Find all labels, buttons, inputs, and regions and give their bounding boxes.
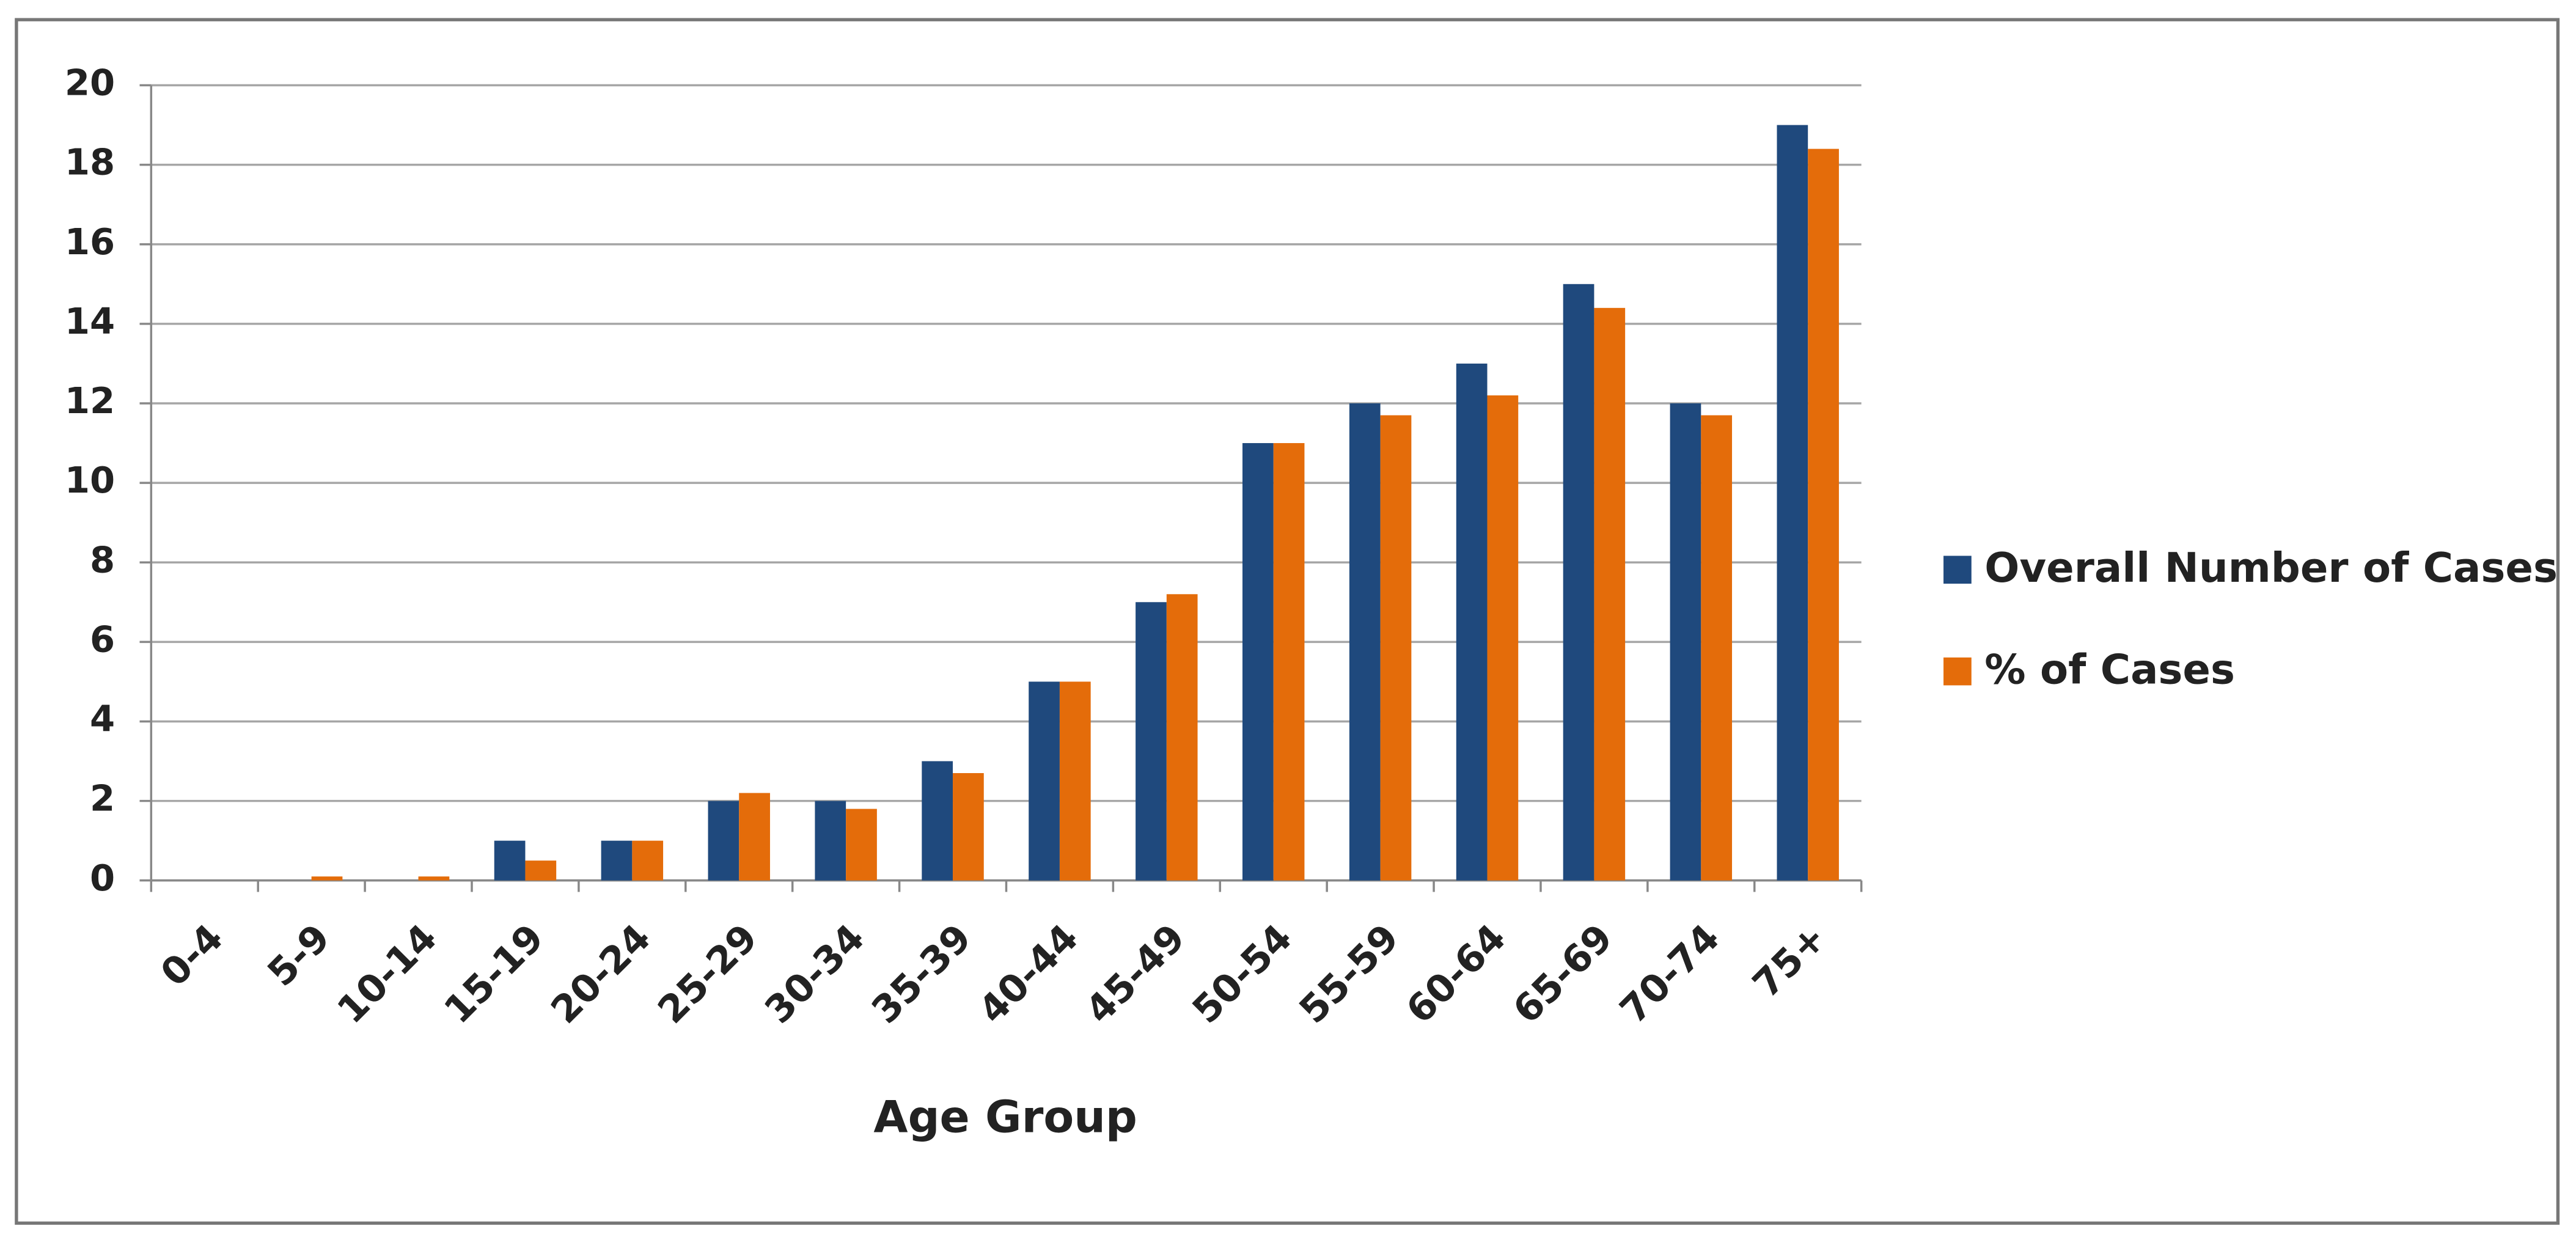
y-tick-label: 16	[65, 221, 115, 263]
y-tick-label: 2	[90, 777, 115, 820]
legend-label: % of Cases	[1984, 646, 2235, 694]
x-axis-title: Age Group	[873, 1091, 1137, 1143]
bar	[953, 773, 984, 881]
y-tick-label: 0	[90, 857, 115, 899]
bar	[418, 876, 450, 881]
bar	[1242, 443, 1274, 881]
bar	[601, 840, 633, 881]
bar	[1670, 403, 1701, 881]
y-tick-label: 4	[90, 698, 115, 740]
bar	[494, 840, 526, 881]
bar	[311, 876, 343, 881]
bar	[739, 793, 770, 881]
y-tick-label: 18	[65, 141, 115, 183]
bar	[1349, 403, 1381, 881]
y-tick-label: 10	[65, 459, 115, 501]
bar	[1029, 681, 1060, 881]
bar	[1059, 681, 1091, 881]
bar	[815, 801, 846, 881]
legend-swatch	[1943, 657, 1972, 686]
y-tick-label: 8	[90, 538, 115, 581]
y-tick-label: 14	[65, 300, 115, 342]
bar	[1594, 307, 1626, 881]
bar	[1166, 594, 1198, 881]
bar	[1563, 284, 1594, 881]
bar	[708, 801, 739, 881]
bar	[1136, 602, 1167, 881]
y-tick-label: 20	[65, 62, 115, 104]
bar	[846, 809, 877, 881]
bar	[1380, 415, 1412, 881]
bar	[1777, 125, 1808, 881]
legend-swatch	[1943, 556, 1972, 584]
y-tick-label: 12	[65, 380, 115, 422]
bar	[1487, 395, 1519, 881]
y-tick-label: 6	[90, 618, 115, 660]
bar	[1808, 149, 1839, 881]
bar	[632, 840, 664, 881]
bar	[922, 761, 953, 881]
legend-label: Overall Number of Cases	[1984, 544, 2558, 592]
bar	[1701, 415, 1733, 881]
bar	[1456, 363, 1488, 881]
bar	[1273, 443, 1305, 881]
bar	[525, 860, 557, 881]
